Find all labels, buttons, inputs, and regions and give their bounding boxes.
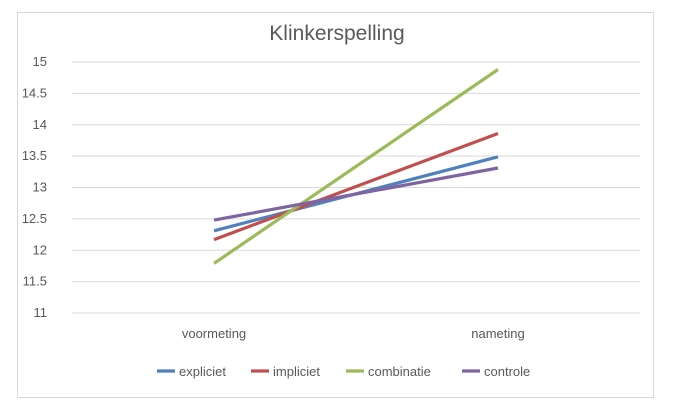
x-tick-label: nameting: [471, 326, 524, 341]
y-tick-label: 14: [33, 117, 47, 132]
legend: expliciet impliciet combinatie controle: [157, 364, 530, 379]
y-axis-ticks: 15 14.5 14 13.5 13 12.5 12 11.5 11: [22, 54, 47, 320]
y-tick-label: 13: [33, 180, 47, 195]
legend-label-combinatie: combinatie: [368, 364, 431, 379]
x-tick-label: voormeting: [182, 326, 246, 341]
series-line-controle: [213, 166, 499, 222]
y-tick-label: 12.5: [22, 211, 47, 226]
chart-frame: [17, 12, 654, 398]
x-axis-ticks: voormeting nameting: [182, 326, 525, 341]
y-tick-label: 11.5: [23, 274, 47, 289]
grid: [72, 61, 640, 314]
series-lines: [213, 68, 499, 265]
legend-label-controle: controle: [484, 364, 530, 379]
chart-title: Klinkerspelling: [269, 22, 404, 45]
y-tick-label: 13.5: [22, 148, 47, 163]
series-line-combinatie: [213, 68, 499, 265]
y-tick-label: 12: [33, 242, 47, 257]
legend-label-impliciet: impliciet: [273, 364, 320, 379]
y-tick-label: 11: [34, 305, 48, 320]
y-tick-label: 14.5: [22, 85, 47, 100]
series-line-impliciet: [213, 132, 499, 242]
y-tick-label: 15: [33, 54, 47, 69]
legend-label-expliciet: expliciet: [179, 364, 226, 379]
